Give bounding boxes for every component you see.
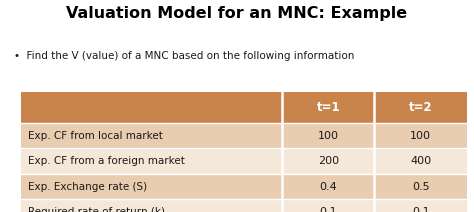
Text: 100: 100	[410, 131, 431, 141]
Text: Valuation Model for an MNC: Example: Valuation Model for an MNC: Example	[66, 6, 408, 21]
Text: Required rate of return (k): Required rate of return (k)	[28, 207, 165, 212]
Text: 0.1: 0.1	[412, 207, 429, 212]
Text: 0.5: 0.5	[412, 181, 429, 192]
Text: t=1: t=1	[317, 101, 340, 114]
Text: Exp. CF from local market: Exp. CF from local market	[28, 131, 164, 141]
Text: 400: 400	[410, 156, 431, 166]
Text: 0.1: 0.1	[319, 207, 337, 212]
Text: 200: 200	[318, 156, 339, 166]
Text: •  Find the V (value) of a MNC based on the following information: • Find the V (value) of a MNC based on t…	[14, 51, 355, 61]
Text: Exp. Exchange rate (S): Exp. Exchange rate (S)	[28, 181, 147, 192]
Text: t=2: t=2	[409, 101, 432, 114]
Text: 0.4: 0.4	[319, 181, 337, 192]
Text: Exp. CF from a foreign market: Exp. CF from a foreign market	[28, 156, 185, 166]
Text: 100: 100	[318, 131, 339, 141]
